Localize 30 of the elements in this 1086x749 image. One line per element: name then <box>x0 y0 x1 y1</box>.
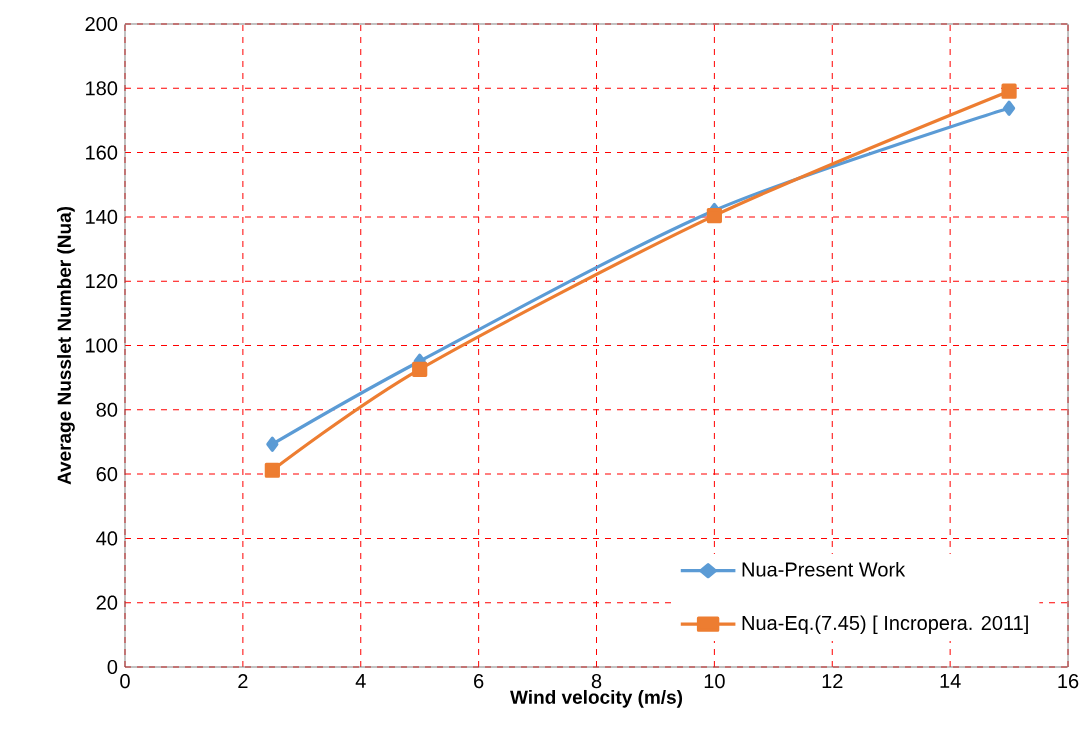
x-tick-label: 8 <box>591 674 602 689</box>
point <box>1002 100 1016 116</box>
y-tick-label: 200 <box>85 16 118 32</box>
y-tick-label: 160 <box>86 145 118 160</box>
y-tick-label: 80 <box>96 402 118 417</box>
point <box>412 361 428 377</box>
x-tick-label: 12 <box>822 674 843 689</box>
x-tick-label: 4 <box>355 674 366 688</box>
y-axis-title: Average Nusslet Number (Nua) <box>57 206 75 485</box>
x-tick-label: 0 <box>120 674 130 689</box>
y-tick-label: 60 <box>96 467 118 482</box>
y-tick-label: 180 <box>86 81 118 96</box>
y-tick-label: 100 <box>86 338 118 353</box>
x-tick-label: 10 <box>704 674 725 689</box>
x-tick-label: 16 <box>1058 674 1079 689</box>
x-tick-label: 14 <box>940 674 961 688</box>
y-tick-label: 140 <box>86 209 118 224</box>
legend-label: Nua-Eq.(7.45) [ Incropera. 2011] <box>742 615 1028 635</box>
legend-label: Nua-Present Work <box>742 561 906 577</box>
x-tick-label: 2 <box>238 674 248 689</box>
point <box>1001 83 1017 99</box>
x-tick-label: 6 <box>474 674 484 689</box>
point <box>264 462 280 478</box>
y-tick-label: 20 <box>96 595 118 610</box>
y-tick-label: 40 <box>96 531 118 546</box>
point <box>706 208 722 224</box>
point <box>266 436 279 452</box>
x-axis-title: Wind velocity (m/s) <box>510 689 683 708</box>
y-tick-label: 0 <box>107 659 118 675</box>
y-tick-label: 120 <box>86 274 118 289</box>
